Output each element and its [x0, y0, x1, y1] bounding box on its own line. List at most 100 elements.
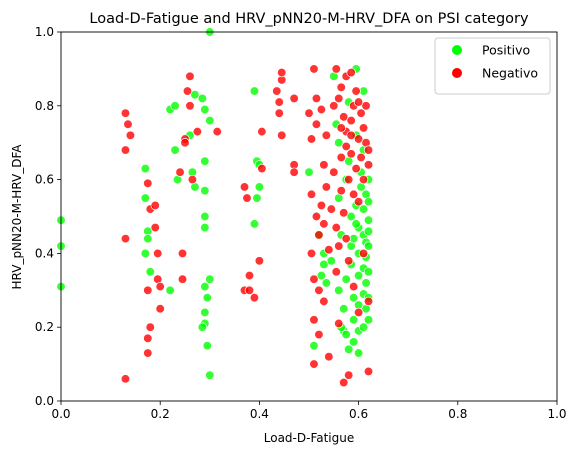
y-axis: 0.0 0.2 0.4 0.6 0.8 1.0: [35, 25, 61, 408]
data-point-positivo-93: [363, 315, 374, 325]
data-point-negativo-10: [143, 333, 153, 343]
data-point-positivo-31: [205, 274, 215, 284]
data-point-negativo-35: [254, 256, 265, 266]
data-point-negativo-49: [306, 189, 317, 200]
data-point-negativo-18: [175, 167, 185, 177]
data-point-positivo-44: [319, 259, 329, 270]
data-point-negativo-79: [336, 186, 346, 196]
data-point-negativo-77: [336, 82, 346, 92]
data-point-negativo-0: [120, 108, 131, 118]
x-axis: 0.0 0.2 0.4 0.6 0.8 1.0: [51, 401, 567, 421]
data-point-negativo-38: [272, 86, 282, 96]
data-point-positivo-8: [143, 233, 153, 244]
x-tick-label: 0.4: [250, 407, 269, 421]
data-point-positivo-43: [316, 270, 327, 281]
data-point-positivo-71: [353, 270, 364, 281]
data-point-positivo-38: [249, 219, 260, 229]
data-point-negativo-87: [344, 256, 354, 266]
data-point-negativo-101: [356, 152, 366, 163]
y-axis-label: HRV_pNN20-M-HRV_DFA: [10, 144, 24, 290]
legend-marker-negativo: [452, 68, 462, 78]
data-point-negativo-104: [358, 248, 369, 259]
data-point-negativo-46: [289, 167, 299, 177]
data-point-negativo-82: [339, 377, 349, 388]
x-axis-label: Load-D-Fatigue: [264, 431, 355, 445]
data-point-positivo-99: [353, 348, 364, 358]
data-point-negativo-22: [180, 138, 190, 148]
data-point-negativo-14: [153, 248, 163, 259]
x-tick-label: 1.0: [547, 407, 566, 421]
data-point-negativo-76: [334, 241, 344, 251]
data-point-positivo-65: [348, 337, 359, 347]
data-point-negativo-55: [311, 93, 322, 104]
data-point-negativo-30: [242, 193, 252, 203]
data-point-negativo-4: [120, 233, 131, 244]
data-point-positivo-64: [348, 315, 359, 325]
data-point-negativo-57: [311, 211, 322, 222]
data-point-negativo-100: [356, 108, 366, 118]
data-point-negativo-70: [326, 204, 336, 214]
data-point-negativo-36: [257, 126, 267, 137]
data-point-positivo-33: [202, 293, 212, 303]
chart-title: Load-D-Fatigue and HRV_pNN20-M-HRV_DFA o…: [89, 11, 529, 27]
data-point-positivo-40: [304, 167, 314, 177]
data-point-negativo-98: [353, 197, 364, 207]
data-point-positivo-37: [252, 193, 262, 203]
data-point-negativo-107: [363, 145, 374, 155]
data-point-negativo-2: [125, 130, 136, 140]
data-point-negativo-13: [150, 222, 160, 233]
data-point-positivo-20: [200, 156, 210, 166]
data-point-positivo-10: [170, 101, 180, 111]
data-point-negativo-75: [334, 318, 344, 329]
data-point-negativo-62: [316, 200, 327, 211]
data-point-negativo-65: [319, 219, 329, 229]
data-point-negativo-34: [249, 293, 260, 303]
data-point-negativo-113: [336, 123, 346, 133]
data-point-positivo-90: [363, 241, 374, 251]
data-point-positivo-11: [170, 145, 180, 155]
data-point-negativo-68: [324, 245, 334, 255]
data-point-negativo-93: [348, 189, 359, 200]
data-point-positivo-21: [200, 186, 210, 196]
data-point-negativo-40: [274, 108, 284, 118]
legend: Positivo Negativo: [434, 37, 551, 95]
data-point-negativo-72: [329, 167, 339, 177]
data-point-negativo-5: [120, 374, 131, 384]
data-point-negativo-61: [316, 104, 327, 115]
data-point-negativo-54: [309, 64, 319, 74]
data-point-negativo-26: [187, 174, 198, 185]
data-point-negativo-23: [182, 86, 193, 96]
data-point-negativo-58: [314, 230, 324, 240]
data-point-positivo-22: [200, 211, 210, 222]
data-point-positivo-95: [363, 226, 374, 236]
data-point-positivo-17: [190, 90, 200, 100]
data-point-negativo-91: [346, 149, 356, 159]
data-point-negativo-96: [351, 163, 361, 174]
data-point-positivo-12: [165, 285, 175, 295]
data-point-negativo-102: [358, 123, 369, 133]
data-point-negativo-74: [331, 267, 341, 277]
data-point-negativo-47: [304, 108, 314, 118]
data-point-negativo-56: [311, 119, 322, 129]
data-point-positivo-89: [363, 215, 374, 225]
data-point-negativo-97: [353, 134, 364, 144]
y-tick-label: 0.6: [35, 173, 54, 187]
plot-frame: [60, 31, 558, 402]
data-point-negativo-11: [143, 348, 153, 358]
data-point-negativo-63: [319, 160, 329, 170]
data-point-negativo-67: [321, 182, 332, 192]
data-point-negativo-60: [314, 329, 324, 340]
data-point-positivo-46: [321, 278, 332, 288]
x-tick-label: 0.6: [349, 407, 368, 421]
data-point-negativo-39: [274, 97, 284, 107]
data-point-positivo-32: [197, 322, 208, 332]
data-point-negativo-37: [257, 163, 267, 174]
data-point-negativo-88: [344, 370, 354, 380]
data-point-positivo-7: [145, 267, 155, 277]
data-point-negativo-90: [346, 115, 356, 126]
data-point-negativo-41: [277, 130, 287, 140]
data-point-positivo-18: [197, 93, 208, 104]
data-point-positivo-56: [341, 274, 351, 284]
data-point-negativo-51: [309, 274, 319, 284]
data-point-negativo-16: [155, 281, 165, 292]
